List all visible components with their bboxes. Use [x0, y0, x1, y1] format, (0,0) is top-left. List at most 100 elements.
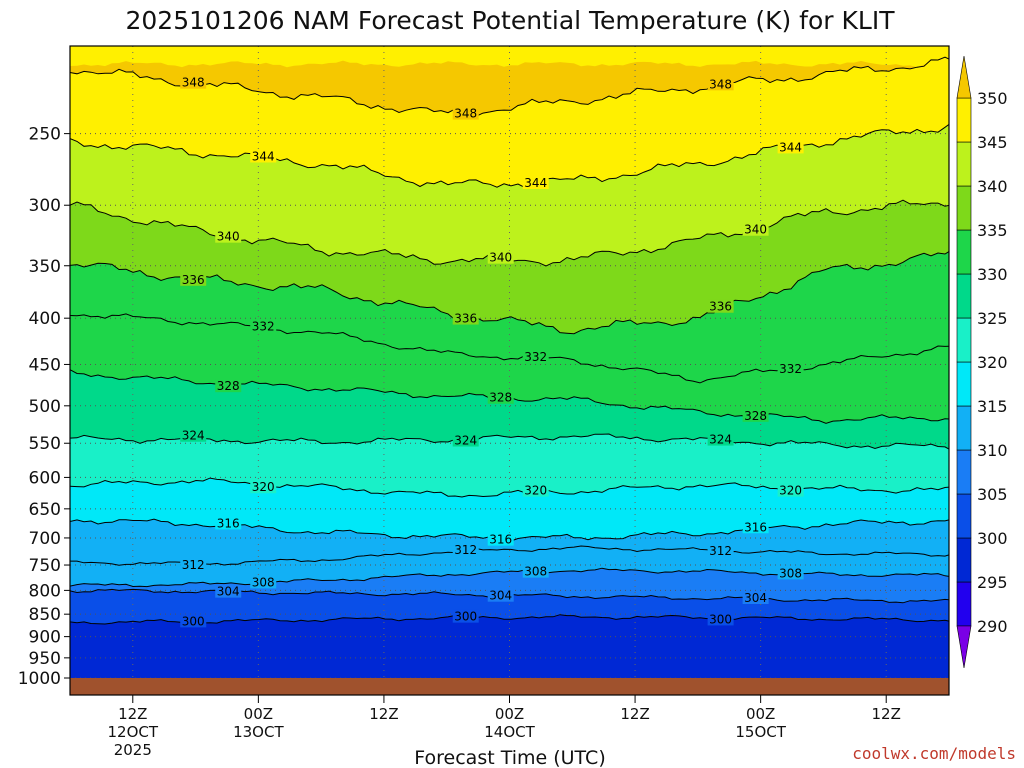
colorbar-segment	[956, 273, 972, 319]
isotherm-324	[70, 433, 949, 450]
colorbar-label: 310	[977, 441, 1008, 460]
isotherm-label: 300	[454, 610, 477, 624]
isotherm-label-bg	[777, 483, 804, 497]
isotherm-label-bg	[707, 543, 734, 557]
isotherm-label: 340	[489, 251, 512, 265]
colorbar-label: 345	[977, 133, 1008, 152]
isotherm-label-bg	[777, 566, 804, 580]
colorbar-label: 315	[977, 397, 1008, 416]
isotherm-312	[70, 545, 949, 566]
isotherm-label-bg	[522, 564, 549, 578]
band-340	[70, 124, 949, 266]
isotherm-label-bg	[522, 349, 549, 363]
isotherm-label: 324	[709, 433, 732, 447]
band-328	[70, 313, 949, 424]
colorbar-label: 335	[977, 221, 1008, 240]
isotherm-label-bg	[522, 176, 549, 190]
isotherm-label: 344	[524, 176, 547, 190]
isotherm-label: 340	[217, 230, 240, 244]
colorbar: 290 295 300 305 310 315 320 325 330 335 340 345 350	[956, 55, 1008, 669]
isotherm-label: 316	[744, 520, 767, 534]
y-tick-label: 450	[29, 355, 61, 375]
isotherm-label-bg	[180, 75, 207, 89]
y-tick-label: 650	[29, 500, 61, 520]
isotherm-label: 344	[252, 149, 275, 163]
isotherm-label-bg	[742, 520, 769, 534]
isotherm-label: 320	[524, 484, 547, 498]
colorbar-label: 340	[977, 177, 1008, 196]
band-316	[70, 478, 949, 541]
isotherm-label-bg	[742, 408, 769, 422]
band-324	[70, 369, 949, 450]
y-axis-ticks: 250 300 350 400 450 500 550 600 650 700 750 800 850 9…	[18, 125, 70, 689]
isotherm-label-bg	[452, 106, 479, 120]
x-tick-label: 12Z	[369, 705, 398, 723]
isotherm-label: 336	[709, 300, 732, 314]
isotherm-308	[70, 567, 949, 588]
colorbar-label: 325	[977, 309, 1008, 328]
credit-text: coolwx.com/models	[852, 744, 1016, 763]
isotherm-label-bg	[250, 575, 277, 589]
y-tick-label: 350	[29, 257, 61, 277]
isotherm-label: 324	[454, 434, 477, 448]
isotherm-label-bg	[452, 433, 479, 447]
y-tick-label: 850	[29, 605, 61, 625]
y-tick-label: 1000	[18, 669, 61, 689]
x-tick-label: 00Z	[244, 705, 273, 723]
isotherm-label: 312	[709, 544, 732, 558]
isotherm-label: 332	[252, 320, 275, 334]
isotherm-label-bg	[250, 319, 277, 333]
isotherm-label: 304	[744, 591, 767, 605]
isotherm-344	[70, 123, 949, 189]
isotherm-label-bg	[452, 609, 479, 623]
colorbar-label: 320	[977, 353, 1008, 372]
isotherm-label: 312	[182, 558, 205, 572]
isotherm-label: 312	[454, 543, 477, 557]
y-tick-label: 800	[29, 581, 61, 601]
isotherm-label-bg	[215, 229, 242, 243]
isotherm-336	[70, 251, 949, 335]
isotherm-label-bg	[707, 77, 734, 91]
band-304	[70, 568, 949, 603]
isotherm-label-bg	[487, 532, 514, 546]
isotherm-label: 328	[489, 391, 512, 405]
isotherm-label: 348	[182, 76, 205, 90]
colorbar-label: 305	[977, 485, 1008, 504]
isotherm-lines: 300 300 300 304 304 304 308 308 308 312 312 312 316 3…	[70, 56, 949, 628]
colorbar-segment	[956, 361, 972, 407]
colorbar-segment	[956, 141, 972, 187]
y-tick-label: 250	[29, 125, 61, 145]
isotherm-label-bg	[452, 311, 479, 325]
colorbar-segment	[956, 229, 972, 275]
isotherm-label-bg	[487, 588, 514, 602]
x-tick-date: 14OCT	[484, 723, 535, 741]
isotherm-label-bg	[180, 614, 207, 628]
x-tick-date: 13OCT	[233, 723, 284, 741]
y-tick-label: 700	[29, 529, 61, 549]
y-tick-label: 400	[29, 309, 61, 329]
colorbar-label: 330	[977, 265, 1008, 284]
isotherm-label-bg	[180, 557, 207, 571]
colorbar-segment	[956, 405, 972, 451]
isotherm-label: 348	[709, 77, 732, 91]
band-320	[70, 434, 949, 497]
isotherm-label: 300	[182, 614, 205, 628]
isotherm-332	[70, 313, 949, 384]
y-tick-label: 750	[29, 556, 61, 576]
x-tick-date: 15OCT	[735, 723, 786, 741]
isotherm-label: 324	[182, 429, 205, 443]
isotherm-label-bg	[487, 390, 514, 404]
isotherm-label: 332	[779, 362, 802, 376]
isotherm-label: 308	[252, 575, 275, 589]
isotherm-label: 332	[524, 350, 547, 364]
colorbar-low-arrow	[956, 625, 972, 669]
y-tick-label: 900	[29, 628, 61, 648]
isotherm-label: 344	[779, 140, 802, 154]
y-tick-label: 550	[29, 434, 61, 454]
colorbar-segment	[956, 449, 972, 495]
x-tick-label: 12Z	[872, 705, 901, 723]
x-tick-label: 00Z	[495, 705, 524, 723]
isotherm-label-bg	[250, 480, 277, 494]
isotherm-label: 304	[489, 589, 512, 603]
